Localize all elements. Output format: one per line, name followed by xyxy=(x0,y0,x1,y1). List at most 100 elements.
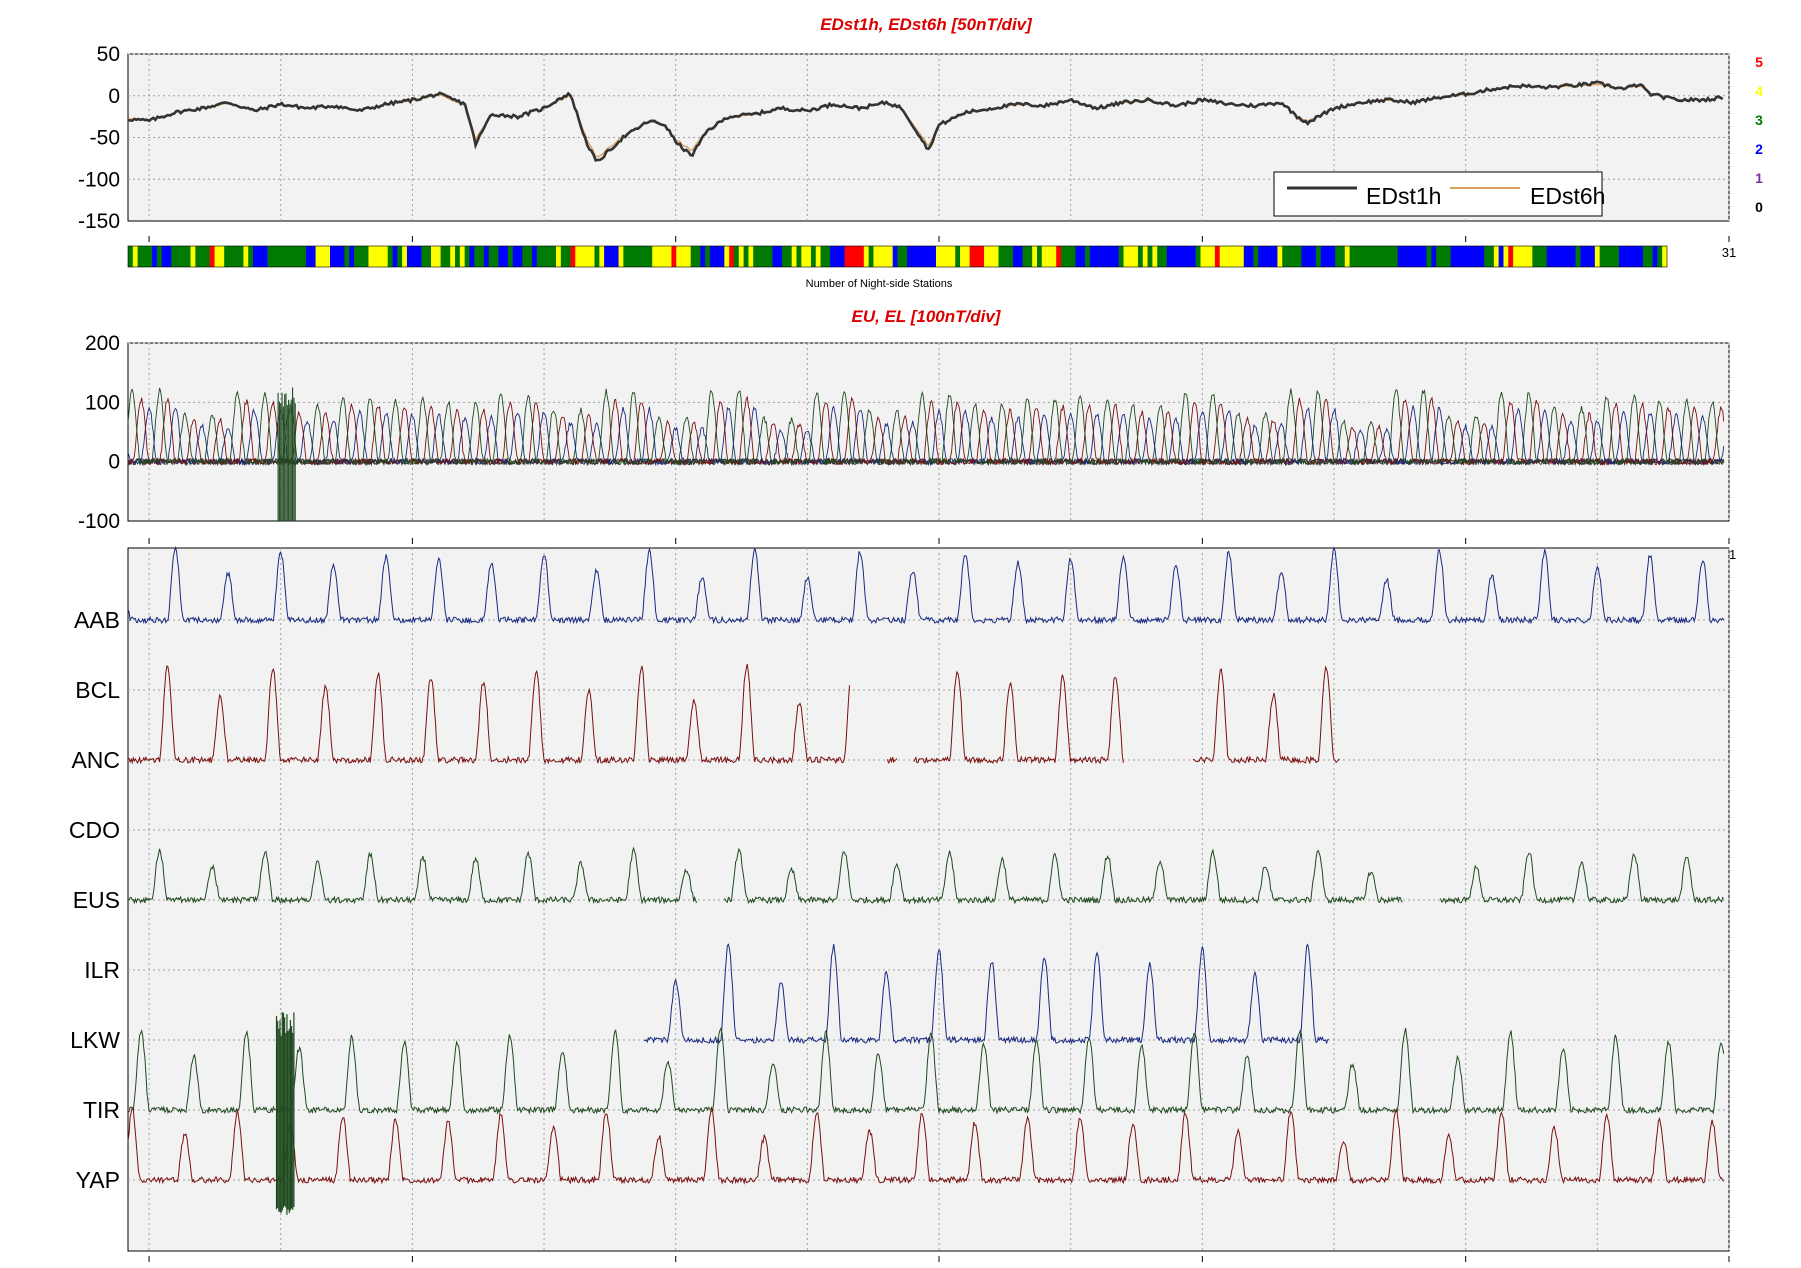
legend: EDst1h EDst6h xyxy=(1273,171,1605,217)
strip-segment xyxy=(854,246,860,267)
strip-segment xyxy=(1214,246,1221,267)
strip-segment xyxy=(955,246,961,267)
station-trace xyxy=(127,846,698,905)
strip-segment xyxy=(1003,246,1009,267)
strip-segment xyxy=(719,246,725,267)
station-count-label: 3 xyxy=(1755,112,1763,128)
strip-segment xyxy=(950,246,956,267)
strip-segment xyxy=(897,246,903,267)
strip-segment xyxy=(777,246,783,267)
strip-segment xyxy=(498,246,504,267)
strip-segment xyxy=(1551,246,1557,267)
strip-segment xyxy=(382,246,389,267)
strip-segment xyxy=(892,246,898,267)
strip-segment xyxy=(709,246,716,267)
strip-segment xyxy=(844,246,850,267)
strip-segment xyxy=(820,246,826,267)
strip-segment xyxy=(1061,246,1067,267)
strip-segment xyxy=(1426,246,1432,267)
strip-segment xyxy=(907,246,913,267)
strip-segment xyxy=(517,246,523,267)
strip-segment xyxy=(132,246,139,267)
strip-segment xyxy=(334,246,341,267)
strip-segment xyxy=(286,246,292,267)
strip-segment xyxy=(1195,246,1201,267)
legend-edst6h-label: EDst6h xyxy=(1530,183,1605,209)
legend-edst1h-label: EDst1h xyxy=(1366,183,1441,209)
strip-segment xyxy=(464,246,470,267)
strip-segment xyxy=(810,246,817,267)
station-count-label: 4 xyxy=(1755,83,1763,99)
x-tick-label: 16 xyxy=(932,1265,946,1268)
strip-segment xyxy=(1594,246,1601,267)
strip-segment xyxy=(378,246,384,267)
strip-segment xyxy=(940,246,946,267)
strip-segment xyxy=(1147,246,1153,267)
x-tick-label: 31 xyxy=(1722,1265,1736,1268)
strip-segment xyxy=(1479,246,1485,267)
strip-segment xyxy=(229,246,235,267)
strip-segment xyxy=(277,246,283,267)
strip-segment xyxy=(1522,246,1528,267)
strip-segment xyxy=(1306,246,1312,267)
station-label-tir: TIR xyxy=(83,1097,120,1123)
strip-segment xyxy=(128,246,134,267)
strip-segment xyxy=(1152,246,1158,267)
strip-segment xyxy=(1657,246,1663,267)
strip-segment xyxy=(1570,246,1577,267)
strip-segment xyxy=(1484,246,1490,267)
station-trace xyxy=(127,1026,1725,1115)
strip-segment xyxy=(1017,246,1023,267)
strip-segment xyxy=(1200,246,1206,267)
strip-segment xyxy=(1412,246,1418,267)
strip-segment xyxy=(551,246,557,267)
strip-segment xyxy=(1416,246,1423,267)
strip-segment xyxy=(1556,246,1562,267)
strip-segment xyxy=(839,246,845,267)
strip-segment xyxy=(733,246,740,267)
strip-segment xyxy=(1402,246,1408,267)
strip-segment xyxy=(1450,246,1456,267)
strip-segment xyxy=(450,246,456,267)
strip-segment xyxy=(1065,246,1072,267)
strip-segment xyxy=(1248,246,1254,267)
strip-segment xyxy=(190,246,196,267)
strip-segment xyxy=(161,246,167,267)
station-label-yap: YAP xyxy=(76,1167,120,1193)
strip-segment xyxy=(296,246,302,267)
station-trace xyxy=(886,756,898,764)
y-tick-label: -150 xyxy=(78,210,120,233)
strip-segment xyxy=(1099,246,1105,267)
strip-segment xyxy=(738,246,744,267)
station-trace xyxy=(1192,665,1340,765)
strip-segment xyxy=(834,246,841,267)
strip-segment xyxy=(1599,246,1605,267)
strip-segment xyxy=(209,246,215,267)
strip-segment xyxy=(291,246,297,267)
strip-segment xyxy=(1267,246,1274,267)
strip-segment xyxy=(748,246,754,267)
strip-segment xyxy=(1113,246,1120,267)
strip-segment xyxy=(1094,246,1100,267)
strip-segment xyxy=(580,246,586,267)
strip-segment xyxy=(1561,246,1567,267)
strip-segment xyxy=(1325,246,1331,267)
strip-segment xyxy=(1263,246,1269,267)
strip-segment xyxy=(1075,246,1081,267)
strip-segment xyxy=(556,246,562,267)
strip-segment xyxy=(1243,246,1249,267)
strip-segment xyxy=(1157,246,1163,267)
strip-segment xyxy=(878,246,884,267)
strip-segment xyxy=(363,246,369,267)
strip-segment xyxy=(1493,246,1500,267)
strip-segment xyxy=(354,246,360,267)
strip-segment xyxy=(806,246,812,267)
strip-segment xyxy=(185,246,191,267)
strip-segment xyxy=(743,246,749,267)
y-tick-label: 200 xyxy=(85,332,120,355)
x-tick-label: 21 xyxy=(1195,1265,1209,1268)
strip-segment xyxy=(527,246,533,267)
strip-segment xyxy=(681,246,687,267)
strip-segment xyxy=(406,246,413,267)
